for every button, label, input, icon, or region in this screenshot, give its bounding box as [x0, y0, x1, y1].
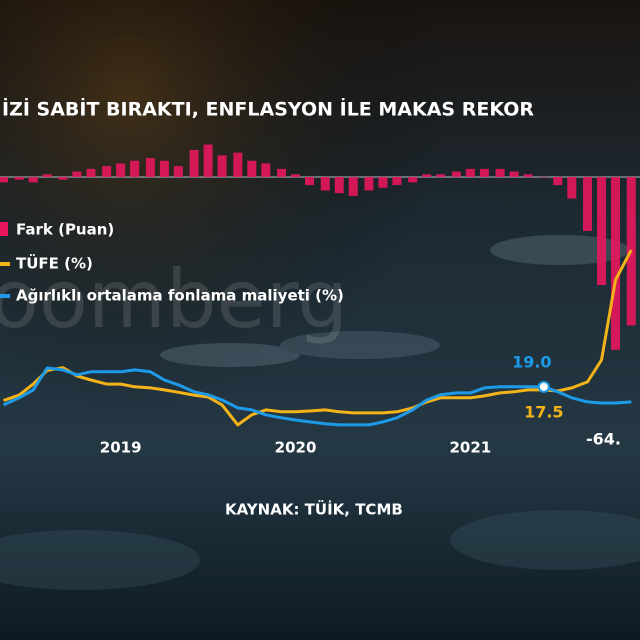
bar — [408, 176, 418, 183]
bar — [159, 160, 169, 177]
bar — [392, 176, 402, 186]
bar — [495, 168, 505, 177]
data-label: 19.0 — [512, 352, 551, 371]
bar — [14, 176, 24, 180]
bar — [58, 176, 68, 180]
legend-label: TÜFE (%) — [16, 254, 93, 273]
bar — [539, 176, 549, 178]
legend-swatch — [0, 222, 8, 236]
bar — [0, 176, 8, 183]
chart-title: İZİ SABİT BIRAKTI, ENFLASYON İLE MAKAS R… — [2, 97, 534, 121]
bar — [247, 160, 257, 177]
bar — [42, 174, 52, 177]
bar — [479, 168, 489, 177]
bar — [86, 168, 96, 177]
line — [3, 249, 633, 427]
point-marker — [537, 380, 550, 393]
bar — [509, 171, 519, 177]
bar — [451, 171, 461, 177]
legend-label: Fark (Puan) — [16, 221, 114, 239]
source: KAYNAK: TÜİK, TCMB — [225, 500, 403, 519]
bar — [305, 176, 315, 186]
bar — [261, 163, 271, 177]
bar — [611, 176, 621, 350]
bar — [348, 176, 358, 196]
bar — [291, 174, 301, 177]
bar — [277, 168, 287, 177]
bar — [597, 176, 607, 285]
bar — [422, 174, 432, 177]
bar — [130, 160, 140, 177]
bar — [320, 176, 330, 191]
bar — [145, 158, 155, 177]
data-label: -64. — [586, 430, 621, 449]
bar — [334, 176, 344, 194]
bar — [465, 168, 475, 177]
bar — [72, 171, 82, 177]
bar — [378, 176, 388, 188]
bar — [28, 176, 38, 183]
line — [2, 366, 632, 427]
bar — [583, 176, 593, 231]
bar — [364, 176, 374, 191]
bar — [173, 166, 183, 177]
bar — [217, 155, 227, 177]
bar — [567, 176, 577, 199]
decor-coins — [0, 235, 640, 590]
data-label: 17.5 — [524, 402, 563, 421]
x-tick-label: 2019 — [100, 439, 142, 457]
x-tick-label: 2021 — [450, 439, 492, 457]
legend: Fark (Puan) TÜFE (%) Ağırlıklı ortalama … — [0, 221, 344, 305]
bar — [553, 176, 563, 186]
legend-label: Ağırlıklı ortalama fonlama maliyeti (%) — [16, 287, 344, 305]
bar — [523, 174, 533, 177]
bar — [436, 174, 446, 177]
bar — [233, 152, 243, 177]
bar — [203, 144, 213, 177]
bar — [116, 163, 126, 177]
watermark: oomberg — [0, 253, 348, 346]
bar — [102, 166, 112, 177]
x-tick-label: 2020 — [275, 439, 317, 457]
bar — [189, 149, 199, 177]
